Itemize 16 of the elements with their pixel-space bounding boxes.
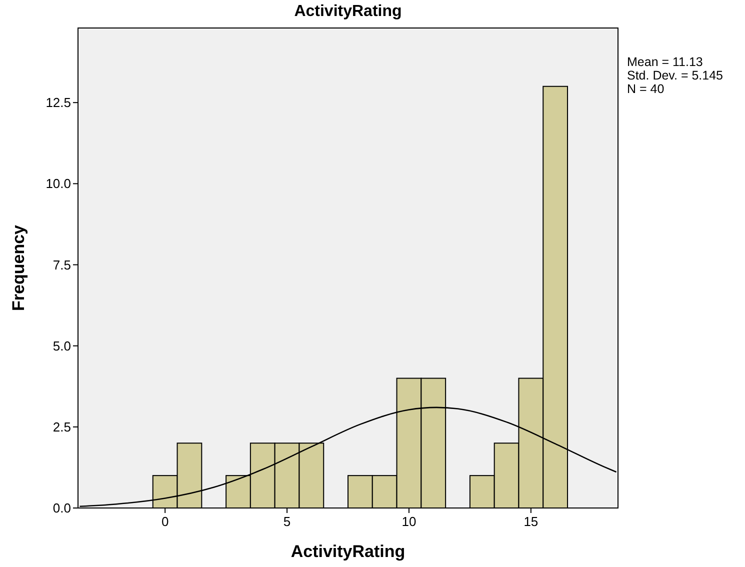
y-tick-label: 2.5 <box>52 419 71 434</box>
y-tick-label: 7.5 <box>52 257 71 272</box>
text: Std. Dev. = 5.145 <box>627 68 724 82</box>
y-tick-label: 5.0 <box>52 338 71 354</box>
x-tick-label: 5 <box>283 514 291 529</box>
y-axis-title: Frequency <box>9 224 28 311</box>
y-tick-label: 10.0 <box>46 176 71 192</box>
text: Mean = 11.13 <box>627 55 703 69</box>
x-tick-label: 0 <box>161 514 169 529</box>
y-tick-label: 12.5 <box>46 95 71 110</box>
y-tick-label: 0.0 <box>52 500 71 516</box>
x-axis-title: ActivityRating <box>290 542 406 561</box>
chart-title: ActivityRating <box>294 3 402 20</box>
x-tick-label: 10 <box>402 514 416 529</box>
x-tick-label: 15 <box>524 514 538 529</box>
text: N = 40 <box>627 82 664 96</box>
